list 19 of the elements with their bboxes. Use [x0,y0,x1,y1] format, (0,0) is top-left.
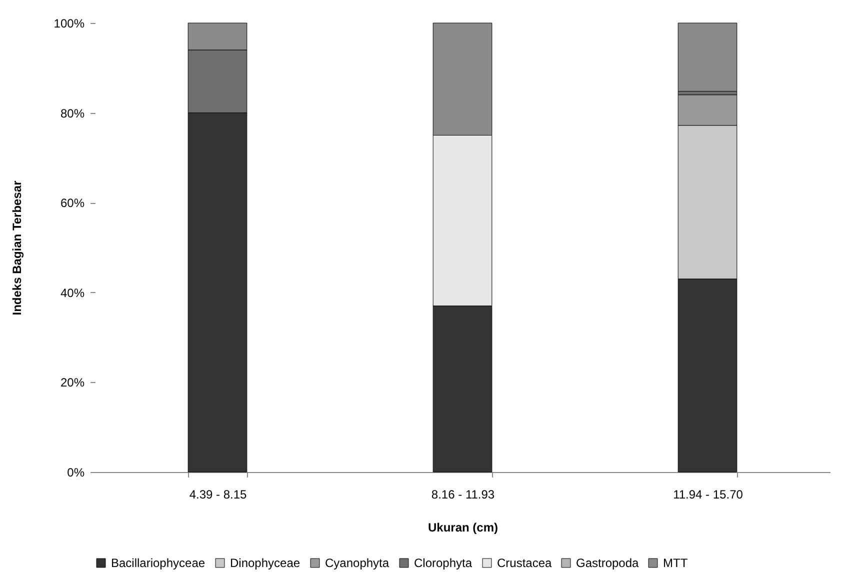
bar [678,22,738,92]
x-tick-label: 11.94 - 15.70 [673,488,744,502]
legend-label: Cyanophyta [325,556,390,570]
y-tick-label: 20% [60,376,85,390]
legend-label: MTT [663,556,688,570]
y-axis-title: Indeks Bagian Terbesar [10,180,24,316]
y-tick-label: 100% [54,16,85,30]
x-axis-title: Ukuran (cm) [428,520,498,534]
legend-label: Gastropoda [576,556,640,570]
y-tick-label: 60% [60,196,85,210]
y-tick-label: 40% [60,286,85,300]
x-tick-label: 4.39 - 8.15 [189,488,248,502]
legend-label: Dinophyceae [230,556,300,570]
legend-label: Crustacea [497,556,552,570]
y-tick-label: 80% [60,106,85,120]
y-tick-label: 0% [67,466,85,480]
legend-label: Bacillariophyceae [111,556,206,570]
x-tick-label: 8.16 - 11.93 [431,488,495,502]
legend-label: Clorophyta [414,556,472,570]
